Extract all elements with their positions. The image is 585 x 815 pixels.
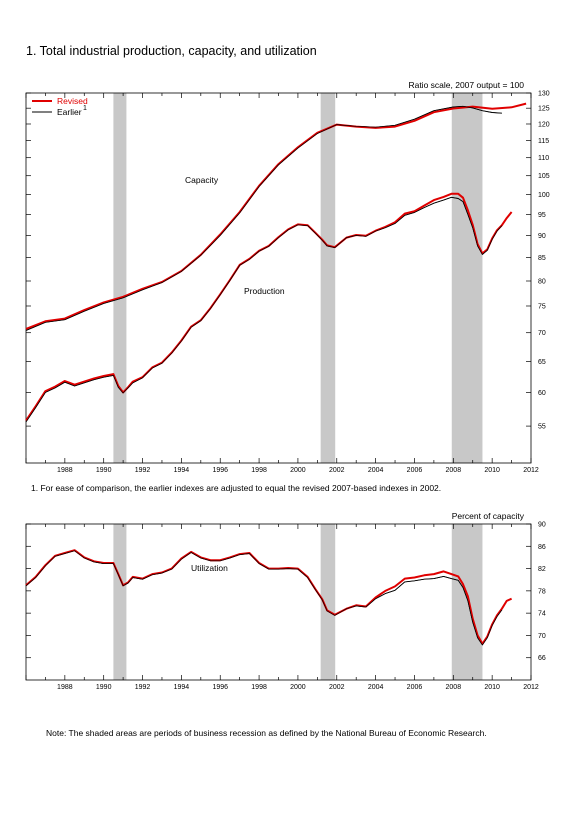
y-tick-label: 78 — [538, 588, 546, 595]
y-tick-label: 82 — [538, 566, 546, 573]
figure-title: 1. Total industrial production, capacity… — [26, 44, 317, 58]
y-tick-label: 66 — [538, 655, 546, 662]
y-tick-label: 55 — [538, 424, 546, 431]
x-tick-label: 1994 — [174, 684, 190, 691]
x-tick-label: 1996 — [212, 467, 228, 474]
x-tick-label: 1998 — [251, 467, 267, 474]
y-tick-label: 90 — [538, 522, 546, 529]
production-label: Production — [244, 286, 285, 296]
y-axis-label: Percent of capacity — [452, 511, 525, 521]
utilization-revised-line — [25, 549, 513, 645]
footnote: 1. For ease of comparison, the earlier i… — [31, 483, 442, 493]
y-tick-label: 115 — [538, 138, 549, 145]
x-tick-label: 2006 — [407, 467, 423, 474]
x-tick-label: 1990 — [96, 684, 112, 691]
x-tick-label: 2002 — [329, 467, 345, 474]
legend-earlier-superscript: 1 — [83, 105, 87, 112]
x-tick-label: 2010 — [484, 684, 500, 691]
production-earlier-line — [25, 196, 503, 423]
x-tick-label: 2000 — [290, 467, 306, 474]
y-tick-label: 85 — [538, 255, 546, 262]
x-tick-label: 2004 — [368, 467, 384, 474]
recession-band — [451, 93, 483, 463]
x-tick-label: 2004 — [368, 684, 384, 691]
y-tick-label: 60 — [538, 390, 546, 397]
x-tick-label: 2012 — [523, 684, 539, 691]
y-tick-label: 100 — [538, 192, 550, 199]
legend-earlier-label: Earlier — [57, 107, 82, 117]
capacity-revised-line — [25, 102, 527, 330]
x-tick-label: 2006 — [407, 684, 423, 691]
x-tick-label: 1992 — [135, 684, 151, 691]
x-tick-label: 1988 — [57, 467, 73, 474]
production-capacity-chart: 55 60 65 70 75 80 85 90 95 100 105 110 115 120 125 130 1… — [25, 80, 550, 474]
y-tick-label: 86 — [538, 544, 546, 551]
recession-band — [113, 524, 127, 680]
x-tick-label: 2002 — [329, 684, 345, 691]
y-tick-label: 110 — [538, 155, 549, 162]
y-tick-label: 75 — [538, 303, 546, 310]
x-tick-label: 1996 — [212, 684, 228, 691]
recession-band — [113, 93, 127, 463]
legend-revised-label: Revised — [57, 96, 88, 106]
x-tick-label: 2012 — [523, 467, 539, 474]
utilization-label: Utilization — [191, 563, 228, 573]
y-tick-label: 74 — [538, 611, 546, 618]
x-tick-label: 2010 — [484, 467, 500, 474]
y-tick-label: 90 — [538, 233, 546, 240]
production-earlier-overlay — [25, 196, 503, 423]
utilization-earlier-overlay — [25, 550, 503, 646]
production-revised-line — [25, 192, 513, 422]
y-tick-label: 70 — [538, 633, 546, 640]
y-axis-label: Ratio scale, 2007 output = 100 — [408, 80, 524, 90]
x-tick-label: 2008 — [446, 684, 462, 691]
y-tick-label: 105 — [538, 173, 550, 180]
y-tick-label: 80 — [538, 279, 546, 286]
capacity-earlier-line — [25, 105, 502, 331]
y-tick-label: 65 — [538, 359, 546, 366]
x-tick-label: 1992 — [135, 467, 151, 474]
y-tick-label: 70 — [538, 330, 546, 337]
recession-band — [320, 93, 336, 463]
x-tick-label: 1988 — [57, 684, 73, 691]
x-tick-label: 1994 — [174, 467, 190, 474]
x-tick-label: 1998 — [251, 684, 267, 691]
recession-band — [320, 524, 336, 680]
capacity-label: Capacity — [185, 175, 219, 185]
y-tick-label: 125 — [538, 106, 550, 113]
utilization-chart: 66 70 74 78 82 86 90 1988 1990 1992 1994 1996 1998 20… — [25, 511, 546, 691]
x-tick-label: 2008 — [446, 467, 462, 474]
x-tick-label: 1990 — [96, 467, 112, 474]
recession-band — [451, 524, 483, 680]
x-tick-label: 2000 — [290, 684, 306, 691]
y-tick-label: 95 — [538, 212, 546, 219]
capacity-earlier-overlay — [25, 105, 502, 331]
recession-note: Note: The shaded areas are periods of bu… — [46, 728, 487, 738]
y-tick-label: 120 — [538, 121, 550, 128]
y-tick-label: 130 — [538, 91, 550, 98]
